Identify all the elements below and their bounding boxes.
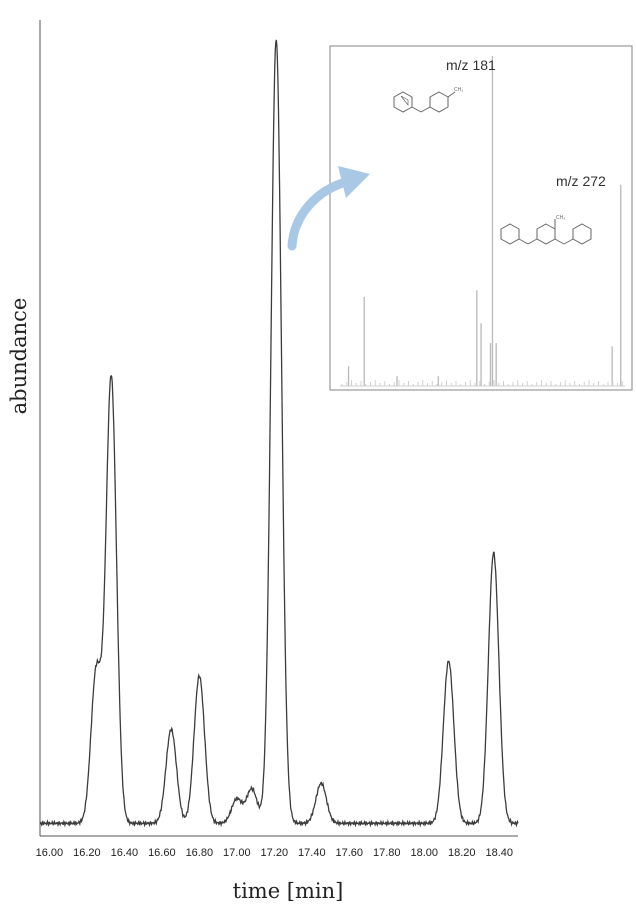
x-tick-label: 18.40 bbox=[485, 847, 513, 859]
x-tick-label: 16.20 bbox=[73, 847, 101, 859]
callout-arrow bbox=[287, 166, 370, 251]
x-tick-label: 17.40 bbox=[298, 847, 326, 859]
x-tick-label: 16.60 bbox=[148, 847, 176, 859]
inset-bars bbox=[341, 56, 623, 386]
y-axis-label: abundance bbox=[7, 298, 31, 415]
chromatogram-trace bbox=[39, 39, 519, 828]
x-tick-label: 16.40 bbox=[111, 847, 139, 859]
structure-272: CH₃ bbox=[500, 215, 592, 245]
svg-text:CH₃: CH₃ bbox=[454, 87, 463, 93]
mass-spectrum-inset: m/z 181 m/z 272 CH₃ CH₃ bbox=[329, 45, 633, 391]
x-tick-label: 17.00 bbox=[223, 847, 251, 859]
x-tick-label: 16.80 bbox=[186, 847, 214, 859]
x-tick-label: 18.20 bbox=[448, 847, 476, 859]
structure-181: CH₃ bbox=[393, 87, 463, 113]
x-tick-label: 17.20 bbox=[261, 847, 289, 859]
x-tick-label: 18.00 bbox=[411, 847, 439, 859]
axes bbox=[39, 20, 518, 837]
x-tick-label: 17.80 bbox=[373, 847, 401, 859]
annotation-mz-272: m/z 272 bbox=[556, 173, 606, 189]
x-tick-label: 16.00 bbox=[36, 847, 64, 859]
x-tick-label: 17.60 bbox=[336, 847, 364, 859]
annotation-mz-181: m/z 181 bbox=[446, 57, 496, 73]
svg-text:CH₃: CH₃ bbox=[556, 215, 565, 221]
x-tick-labels: 16.00 16.20 16.40 16.60 16.80 17.00 17.20 17.40… bbox=[36, 847, 513, 859]
x-axis-label: time [min] bbox=[233, 879, 344, 903]
